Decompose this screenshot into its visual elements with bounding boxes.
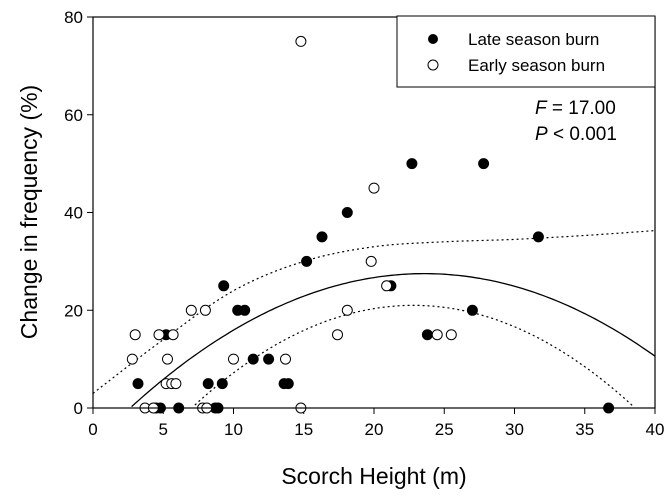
quadratic-fit-line xyxy=(131,272,656,408)
early-season-point xyxy=(280,353,291,365)
x-tick-label: 0 xyxy=(88,420,97,439)
data-points xyxy=(126,35,615,414)
late-season-point xyxy=(301,255,313,267)
early-season-point xyxy=(167,329,179,341)
legend: Late season burn Early season burn xyxy=(396,15,656,88)
late-season-point xyxy=(202,378,214,390)
y-tick-label: 20 xyxy=(64,301,83,320)
x-tick-label: 15 xyxy=(294,420,313,439)
f-statistic: F = 17.00 xyxy=(535,98,616,119)
late-season-point xyxy=(218,280,230,292)
legend-late-label: Late season burn xyxy=(468,30,599,49)
early-season-point xyxy=(153,329,165,341)
early-season-point xyxy=(365,255,377,267)
late-season-point xyxy=(263,353,275,365)
axis-ticks: 0 5 10 15 20 25 30 35 40 0 20 40 60 80 xyxy=(64,8,664,439)
x-tick-label: 20 xyxy=(365,420,384,439)
early-season-point xyxy=(162,353,173,365)
late-season-point xyxy=(341,207,353,218)
late-season-point xyxy=(406,158,418,170)
statistics-annotation: F = 17.00 P < 0.001 xyxy=(535,98,617,145)
early-season-point xyxy=(295,35,307,47)
p-value: P < 0.001 xyxy=(535,124,617,145)
late-season-point xyxy=(239,304,251,316)
late-season-point xyxy=(478,158,490,170)
early-season-point xyxy=(126,353,138,365)
late-season-point xyxy=(282,378,294,390)
late-season-point xyxy=(532,231,544,243)
y-tick-label: 60 xyxy=(64,106,83,125)
early-season-point xyxy=(381,280,393,292)
early-season-point xyxy=(170,378,182,390)
early-season-point xyxy=(228,353,239,365)
legend-early-label: Early season burn xyxy=(468,56,605,75)
x-tick-label: 40 xyxy=(646,420,665,439)
late-season-point xyxy=(316,231,328,243)
legend-box xyxy=(396,15,656,88)
late-season-point xyxy=(132,378,144,390)
x-axis-title: Scorch Height (m) xyxy=(281,463,466,489)
legend-late-marker xyxy=(428,34,438,44)
x-tick-label: 35 xyxy=(575,420,594,439)
late-season-point xyxy=(421,329,433,341)
x-tick-label: 10 xyxy=(224,420,243,439)
lower-confidence-line xyxy=(194,304,635,408)
y-tick-label: 80 xyxy=(64,8,83,27)
x-tick-label: 25 xyxy=(435,420,454,439)
x-tick-label: 5 xyxy=(159,420,168,439)
early-season-point xyxy=(341,304,353,316)
late-season-point xyxy=(216,378,228,390)
y-tick-label: 0 xyxy=(74,399,83,418)
y-tick-label: 40 xyxy=(64,204,83,223)
early-season-point xyxy=(445,329,457,341)
x-tick-label: 30 xyxy=(505,420,524,439)
legend-early-marker xyxy=(427,59,439,71)
early-season-point xyxy=(431,329,443,341)
early-season-point xyxy=(199,304,211,316)
y-axis-title: Change in frequency (%) xyxy=(16,85,42,339)
early-season-point xyxy=(368,182,380,194)
regression-curves xyxy=(92,230,656,408)
early-season-point xyxy=(185,304,197,316)
early-season-point xyxy=(332,329,343,341)
early-season-point xyxy=(129,329,141,341)
plot-frame xyxy=(92,16,656,409)
upper-confidence-line xyxy=(92,230,656,394)
late-season-point xyxy=(466,304,478,316)
late-season-point xyxy=(247,353,259,365)
